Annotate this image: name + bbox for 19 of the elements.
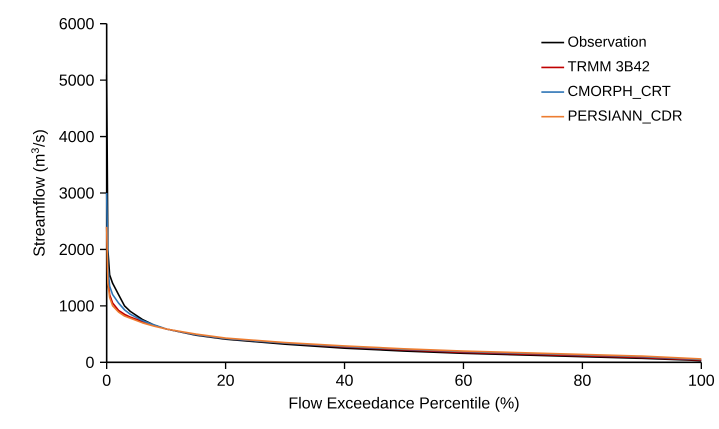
legend-label: CMORPH_CRT — [568, 86, 670, 99]
x-tick-label: 100 — [689, 374, 714, 386]
y-tick-label: 1000 — [60, 300, 94, 312]
x-tick-label: 60 — [455, 374, 472, 386]
y-tick-label: 0 — [86, 356, 94, 368]
y-tick-label: 3000 — [59, 187, 94, 199]
legend-label: Observation — [568, 36, 646, 47]
x-tick-label: 80 — [574, 374, 591, 386]
x-tick-label: 0 — [102, 374, 111, 386]
x-tick-label: 40 — [336, 374, 353, 386]
y-tick-label: 4000 — [59, 130, 94, 142]
x-axis-title: Flow Exceedance Percentile (%) — [290, 396, 519, 412]
legend-label: PERSIANN_CDR — [568, 110, 682, 124]
y-axis-title: Streamflow (m$^{3}$/s) — [31, 130, 48, 256]
legend-label: TRMM 3B42 — [568, 61, 650, 72]
x-tick-label: 20 — [218, 374, 234, 386]
y-tick-label: 6000 — [60, 18, 94, 30]
y-tick-label: 5000 — [59, 74, 94, 86]
y-tick-label: 2000 — [60, 244, 94, 256]
